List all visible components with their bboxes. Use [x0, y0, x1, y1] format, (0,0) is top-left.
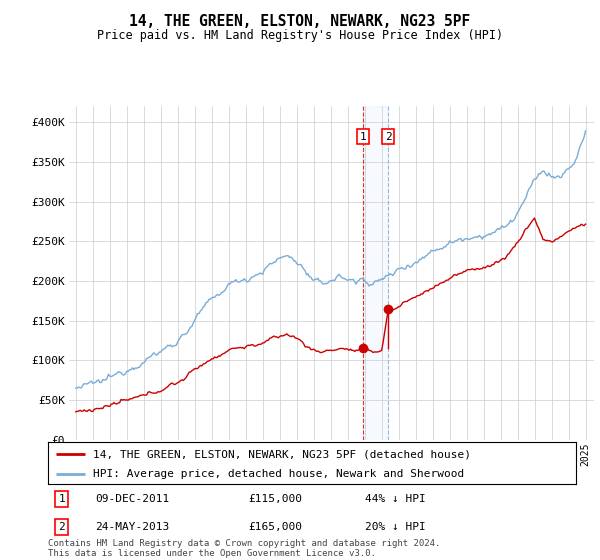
Text: 20% ↓ HPI: 20% ↓ HPI	[365, 522, 425, 532]
Text: 09-DEC-2011: 09-DEC-2011	[95, 494, 170, 504]
Text: 1: 1	[360, 132, 367, 142]
Text: 14, THE GREEN, ELSTON, NEWARK, NG23 5PF: 14, THE GREEN, ELSTON, NEWARK, NG23 5PF	[130, 14, 470, 29]
Bar	[363, 106, 388, 440]
Text: 2: 2	[385, 132, 392, 142]
Text: £115,000: £115,000	[248, 494, 302, 504]
Text: 14, THE GREEN, ELSTON, NEWARK, NG23 5PF (detached house): 14, THE GREEN, ELSTON, NEWARK, NG23 5PF …	[93, 449, 471, 459]
Text: Price paid vs. HM Land Registry's House Price Index (HPI): Price paid vs. HM Land Registry's House …	[97, 29, 503, 42]
Text: 2: 2	[59, 522, 65, 532]
Text: 44% ↓ HPI: 44% ↓ HPI	[365, 494, 425, 504]
Text: £165,000: £165,000	[248, 522, 302, 532]
Text: Contains HM Land Registry data © Crown copyright and database right 2024.
This d: Contains HM Land Registry data © Crown c…	[48, 539, 440, 558]
Text: HPI: Average price, detached house, Newark and Sherwood: HPI: Average price, detached house, Newa…	[93, 469, 464, 479]
Text: 24-MAY-2013: 24-MAY-2013	[95, 522, 170, 532]
Text: 1: 1	[59, 494, 65, 504]
